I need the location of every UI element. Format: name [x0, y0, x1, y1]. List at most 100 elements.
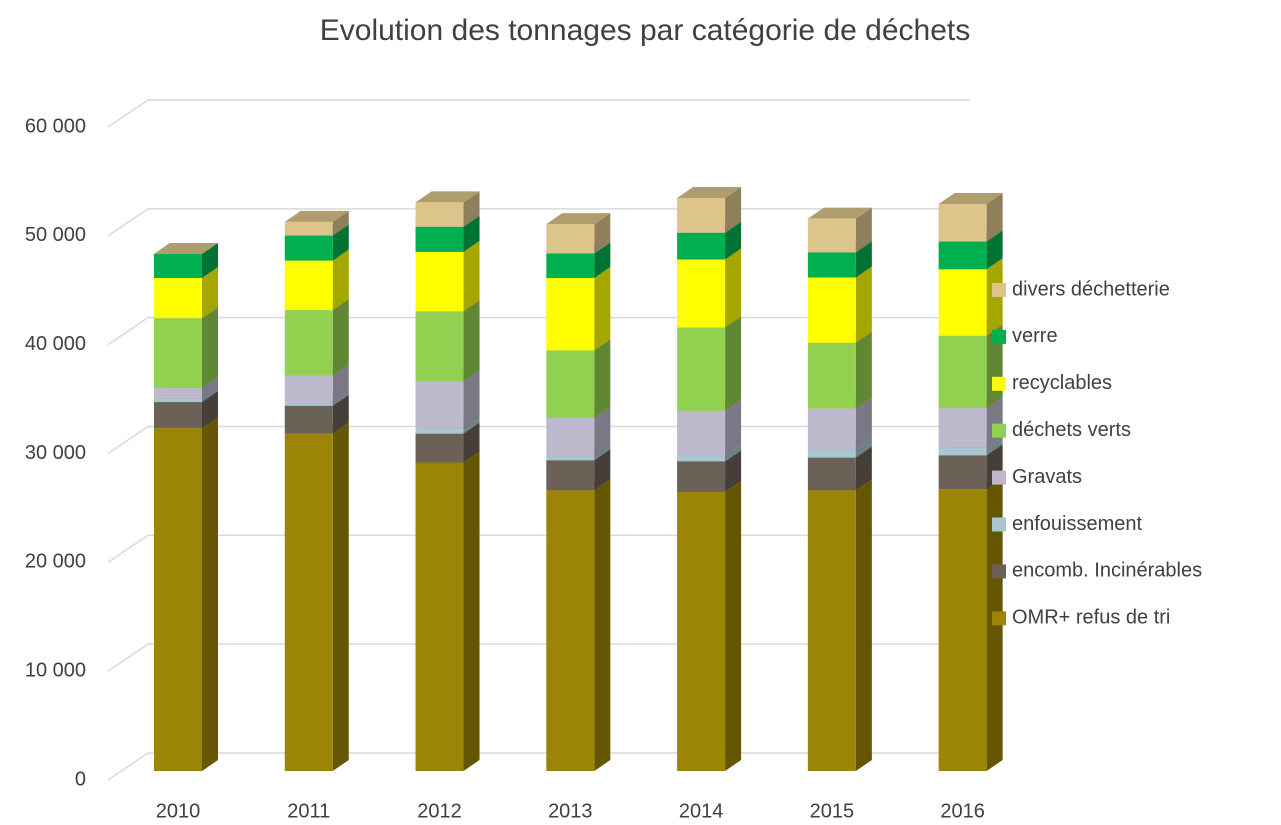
bar: [677, 455, 726, 462]
bar-side: [202, 307, 218, 388]
legend-swatch: [992, 517, 1006, 532]
bar-side: [725, 444, 742, 462]
bar-side: [332, 210, 349, 236]
bar: [546, 456, 595, 461]
bar-side: [725, 316, 742, 411]
bar: [938, 455, 987, 490]
bar: [415, 311, 464, 382]
bar-side: [594, 449, 611, 491]
bar-side: [463, 300, 480, 382]
bar-top: [546, 213, 611, 225]
bar-side: [463, 422, 480, 463]
bar: [677, 232, 726, 260]
bar-side: [332, 299, 349, 376]
bar: [807, 449, 856, 458]
bar-side: [202, 243, 218, 278]
bar-side: [725, 221, 742, 260]
bar-side: [332, 392, 349, 406]
legend-label: déchets verts: [1012, 419, 1131, 441]
bar-side: [463, 215, 480, 252]
bar: [938, 489, 987, 771]
bar-side: [594, 213, 611, 254]
bar-side: [332, 422, 349, 771]
bar: [807, 252, 856, 278]
legend-swatch: [992, 564, 1006, 579]
bar: [807, 408, 856, 450]
bar-side: [986, 230, 1003, 270]
bar: [546, 417, 595, 457]
legend-label: Gravats: [1012, 466, 1082, 488]
legend-swatch: [992, 283, 1006, 297]
bar: [415, 251, 464, 312]
bar: [284, 433, 333, 771]
bar: [546, 460, 595, 491]
bar-side: [594, 266, 611, 351]
bar-side: [202, 391, 218, 429]
bar-side: [725, 248, 742, 328]
x-tick-label: 2011: [287, 800, 330, 822]
bar: [677, 259, 726, 328]
legend-swatch: [992, 611, 1006, 626]
bar-top: [154, 243, 218, 255]
bar-side: [855, 266, 872, 343]
bar: [284, 375, 333, 404]
bar-side: [332, 394, 349, 434]
bar: [284, 260, 333, 311]
bar: [154, 398, 202, 403]
x-tick-label: 2010: [156, 800, 201, 822]
bar: [546, 490, 595, 771]
bar-side: [855, 207, 872, 253]
y-tick-label: 40 000: [25, 333, 86, 355]
bar: [154, 387, 202, 399]
bar-side: [463, 451, 480, 771]
y-tick-label: 0: [75, 768, 86, 790]
bar: [415, 462, 464, 771]
bar: [938, 269, 987, 336]
bar: [938, 203, 987, 242]
bar: [154, 402, 202, 429]
bar: [938, 335, 987, 409]
bar-side: [332, 224, 349, 261]
legend-swatch: [992, 470, 1006, 485]
legend-label: enfouissement: [1012, 513, 1143, 535]
legend-swatch: [992, 376, 1006, 391]
bar: [807, 457, 856, 491]
bar: [938, 447, 987, 456]
bar: [677, 197, 726, 233]
bar-side: [594, 406, 611, 457]
bar: [546, 277, 595, 351]
bar-side: [202, 376, 218, 399]
bar-top: [807, 207, 872, 219]
bar: [415, 381, 464, 429]
bar-side: [463, 240, 480, 312]
bar: [154, 277, 202, 319]
bar: [938, 408, 987, 448]
legend-label: OMR+ refus de tri: [1012, 607, 1170, 629]
x-tick-label: 2014: [679, 800, 724, 822]
bar: [415, 433, 464, 463]
bar: [415, 226, 464, 252]
bar-side: [725, 480, 742, 771]
bar-top: [415, 191, 480, 203]
bar-side: [986, 192, 1003, 242]
bar-side: [855, 479, 872, 771]
bar: [284, 405, 333, 434]
bar-top: [677, 186, 742, 198]
legend-label: encomb. Incinérables: [1012, 560, 1202, 582]
y-tick-label: 10 000: [25, 659, 86, 681]
bar: [807, 342, 856, 409]
bar-side: [725, 399, 742, 456]
bar-side: [463, 370, 480, 429]
bar-side: [594, 242, 611, 278]
grid-line: [107, 99, 970, 128]
bar-side: [463, 191, 480, 227]
bar-side: [594, 339, 611, 418]
bar: [154, 254, 202, 278]
bar: [154, 318, 202, 388]
bar: [154, 428, 202, 771]
bar-side: [725, 186, 742, 233]
bar-side: [463, 417, 480, 434]
bar: [284, 403, 333, 406]
y-tick-label: 30 000: [25, 442, 86, 464]
